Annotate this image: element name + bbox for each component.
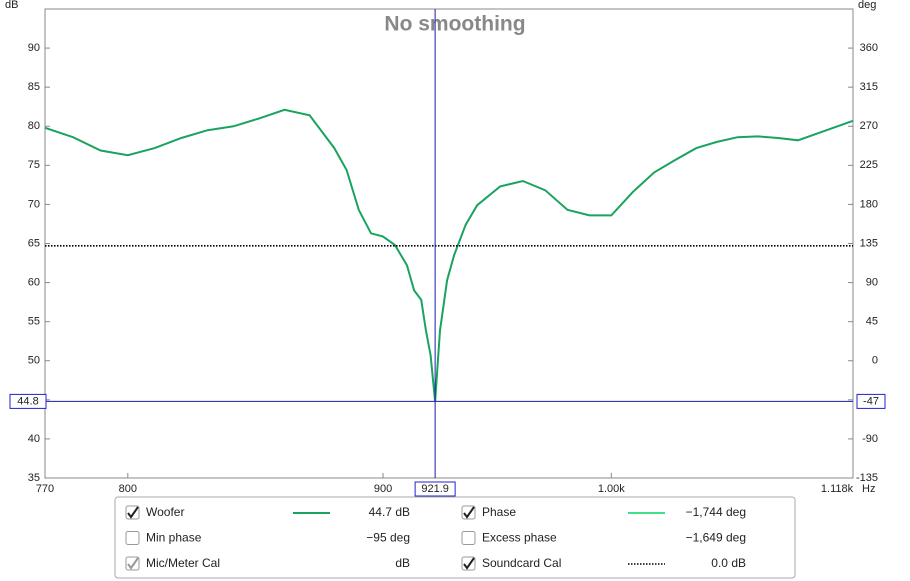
y-tick-label: 85: [28, 81, 40, 93]
series-line: [44, 108, 854, 402]
legend-readout: −1,649 deg: [686, 531, 746, 545]
y2-tick-label: 90: [866, 276, 878, 288]
y-tick-label: 65: [28, 237, 40, 249]
x-axis-unit: Hz: [862, 483, 875, 495]
y2-tick-label: 360: [860, 42, 878, 54]
legend-label: Woofer: [146, 505, 184, 519]
legend-readout: 44.7 dB: [369, 505, 410, 519]
legend-box: [114, 496, 796, 579]
checkmark: [463, 557, 475, 570]
y-tick-label: 60: [28, 276, 40, 288]
x-tick-label: 770: [36, 483, 54, 495]
y-tick-label: 40: [28, 433, 40, 445]
cursor-y2-label: -47: [863, 395, 879, 407]
y2-tick-label: 135: [860, 237, 878, 249]
legend-readout: −1,744 deg: [686, 505, 746, 519]
chart-title: No smoothing: [384, 13, 525, 36]
y-tick-label: 90: [28, 42, 40, 54]
x-tick-label: 800: [119, 483, 137, 495]
y-tick-label: 35: [28, 472, 40, 484]
y2-tick-label: 180: [860, 198, 878, 210]
x-tick-label: 1.00k: [598, 483, 625, 495]
checkmark: [463, 506, 475, 519]
x-tick-label: 1.118k: [821, 483, 854, 495]
y2-tick-label: 270: [860, 120, 878, 132]
y-tick-label: 80: [28, 120, 40, 132]
cursor-y-label: 44.8: [17, 395, 38, 407]
legend-label: Mic/Meter Cal: [146, 556, 220, 570]
legend-readout: 0.0 dB: [711, 556, 746, 570]
y-tick-label: 50: [28, 355, 40, 367]
legend-label: Min phase: [146, 531, 202, 545]
y-tick-label: 70: [28, 198, 40, 210]
y2-tick-label: 0: [872, 355, 878, 367]
cursor-y-box: [9, 393, 47, 409]
checkmark: [127, 557, 139, 570]
checkmark: [127, 506, 139, 519]
y2-tick-label: -90: [862, 433, 878, 445]
legend-label: Excess phase: [482, 531, 557, 545]
y2-tick-label: 315: [860, 81, 878, 93]
y-tick-label: 75: [28, 159, 40, 171]
y2-tick-label: 225: [860, 159, 878, 171]
checkbox[interactable]: [461, 531, 476, 545]
y2-axis-label: deg: [858, 0, 876, 11]
checkbox[interactable]: [125, 531, 140, 545]
cursor-x-box: [414, 481, 456, 497]
y-tick-label: 55: [28, 316, 40, 328]
cursor-y2-box: [856, 393, 886, 409]
cursor-x-label: 921.9: [421, 483, 449, 495]
legend-label: Soundcard Cal: [482, 556, 561, 570]
legend-label: Phase: [482, 505, 516, 519]
legend-readout: dB: [395, 556, 410, 570]
legend-readout: −95 deg: [366, 531, 410, 545]
y-axis-label: dB: [5, 0, 18, 11]
plot-frame: [44, 8, 854, 479]
y2-tick-label: -135: [856, 472, 878, 484]
y2-tick-label: 45: [866, 316, 878, 328]
x-tick-label: 900: [374, 483, 392, 495]
